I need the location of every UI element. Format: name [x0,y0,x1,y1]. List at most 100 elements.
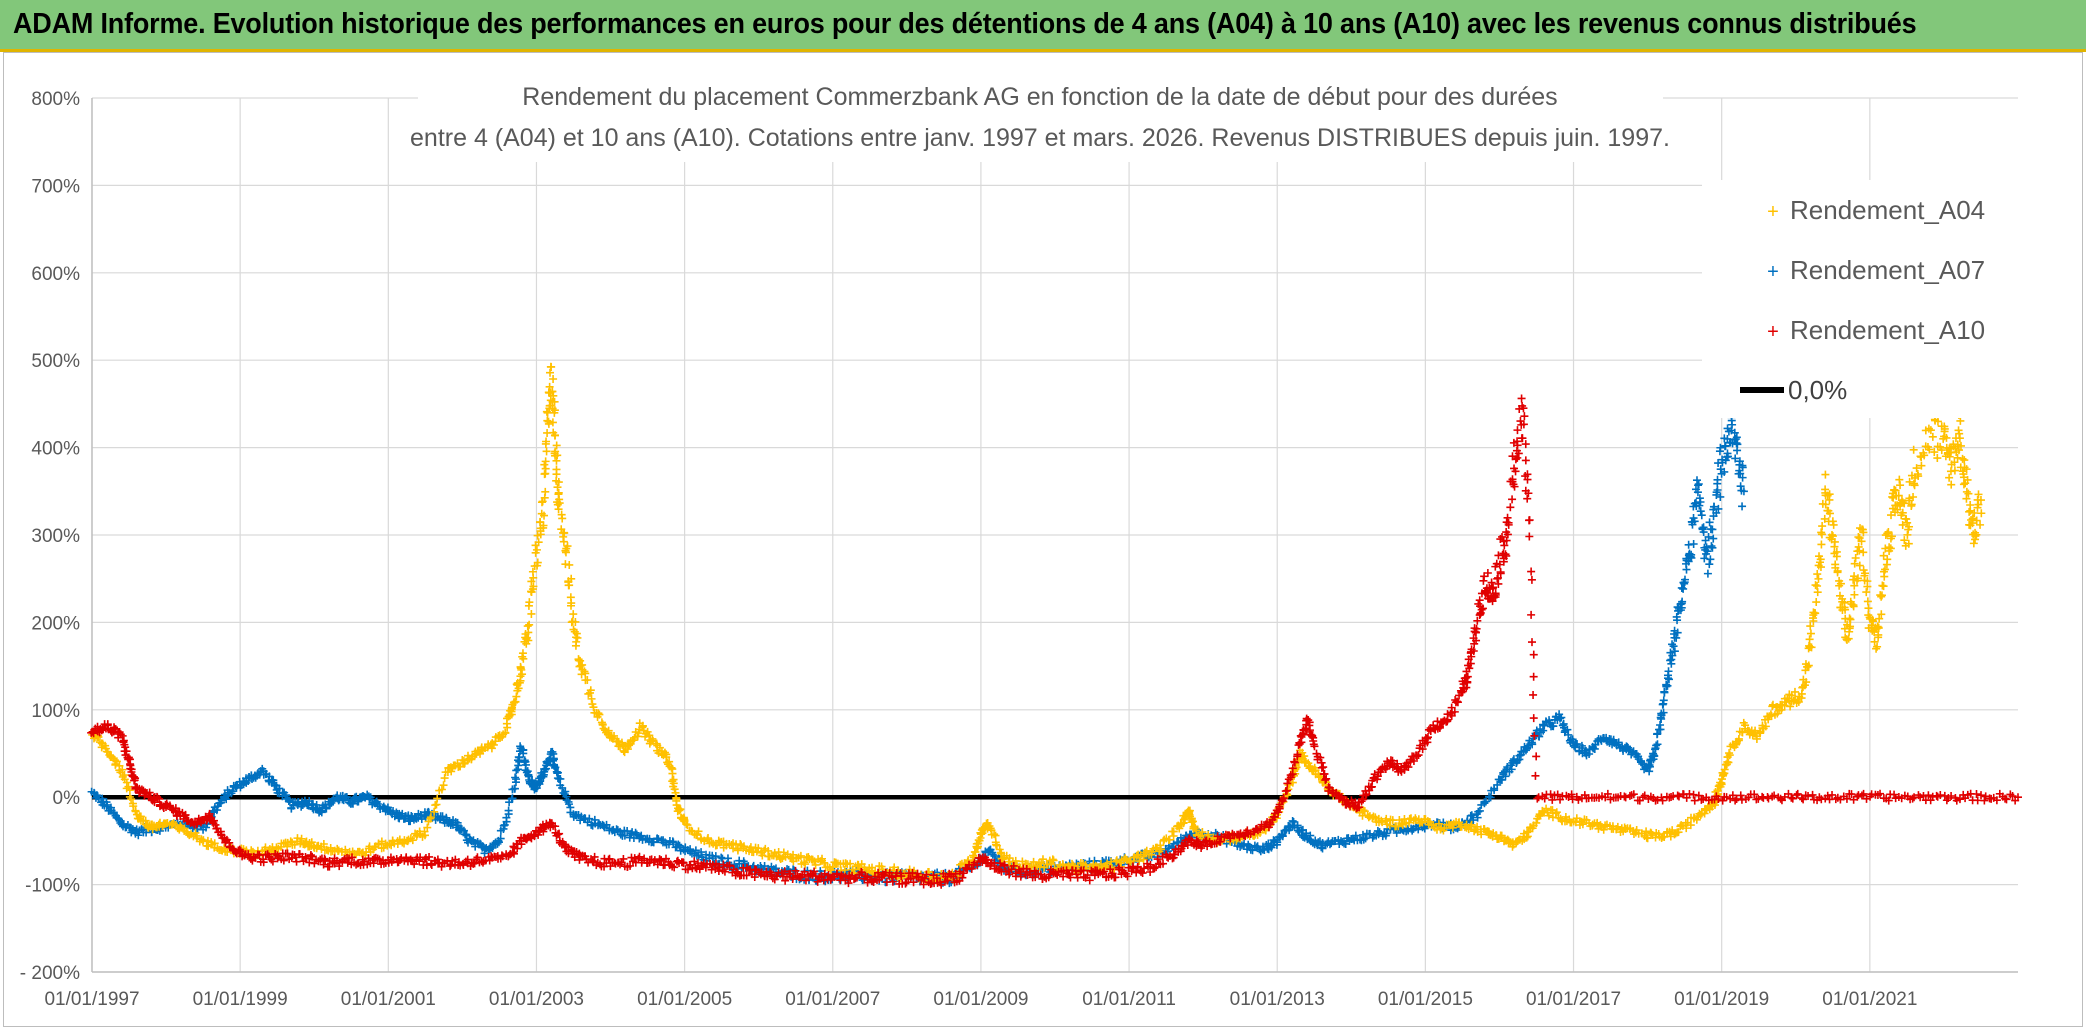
data-point [1679,584,1688,593]
data-point [1813,570,1822,579]
data-point [1813,588,1822,597]
data-point [1317,843,1326,852]
data-point [711,852,720,861]
y-tick-label: 500% [31,351,80,372]
data-point [1696,507,1705,516]
data-point [1966,501,1975,510]
data-point [1414,825,1423,834]
data-point [1481,797,1490,806]
data-point [1614,738,1623,747]
data-point [1705,560,1714,569]
data-point [1529,650,1538,659]
data-point [366,793,375,802]
data-point [1713,475,1722,484]
data-point [1515,751,1524,760]
data-point [521,757,530,766]
data-point [512,766,521,775]
data-point [1689,539,1698,548]
data-point [1532,752,1541,761]
data-point [569,610,578,619]
data-point [1673,791,1682,800]
data-point [549,756,558,765]
data-point [322,804,331,813]
data-point [1531,771,1540,780]
data-point [1956,416,1965,425]
data-point [668,769,677,778]
data-point [1817,540,1826,549]
data-point [1817,530,1826,539]
data-point [1527,575,1536,584]
data-point [1719,770,1728,779]
data-point [519,749,528,758]
data-point [988,850,997,859]
banner-title: ADAM Informe. Evolution historique des p… [13,8,1917,40]
x-tick-label: 01/01/2005 [637,989,732,1010]
data-point [1877,592,1886,601]
data-point [717,853,726,862]
data-point [134,831,143,840]
data-point [1534,793,1543,802]
data-point [674,840,683,849]
data-point [354,797,363,806]
data-point [1877,591,1886,600]
data-point [1467,811,1476,820]
data-point [283,849,292,858]
data-point [124,782,133,791]
data-point [1703,569,1712,578]
data-point [1248,846,1257,855]
data-point [1697,511,1706,520]
data-point [1821,470,1830,479]
data-point [566,593,575,602]
data-point [1818,522,1827,531]
data-point [1529,672,1538,681]
data-point [1525,516,1534,525]
data-point [1548,722,1557,731]
data-point [547,362,556,371]
data-point [1485,792,1493,801]
data-point [1486,793,1495,802]
data-point [511,773,520,782]
data-point [1277,830,1286,839]
data-point [1977,509,1986,518]
data-point [1909,445,1918,454]
data-point [576,816,585,825]
legend: + Rendement_A04 + Rendement_A07 + Rendem… [1702,180,2020,418]
data-point [1408,826,1417,835]
data-point [1965,507,1974,516]
data-point [1883,555,1892,564]
data-point [572,637,581,646]
data-point [552,441,561,450]
data-point [528,567,537,576]
data-point [562,792,571,801]
data-point [1375,828,1384,837]
data-point [551,763,560,772]
data-point [1652,741,1661,750]
data-point [594,709,603,718]
data-point [637,831,646,840]
legend-marker-a07: + [1767,261,1779,283]
data-point [1909,493,1918,502]
data-point [1361,834,1370,843]
data-point [1521,456,1530,465]
data-point [552,465,561,474]
data-point [1517,394,1526,403]
x-tick-label: 01/01/2007 [785,989,880,1010]
report-banner: ADAM Informe. Evolution historique des p… [0,0,2086,52]
legend-label-a04: Rendement_A04 [1790,195,1985,225]
data-point [1964,489,1973,498]
data-point [616,830,625,839]
data-point [1932,791,1941,800]
x-tick-label: 01/01/2013 [1230,989,1325,1010]
data-point [1302,829,1311,838]
data-point [507,795,516,804]
data-point [631,828,640,837]
data-point [669,838,678,847]
data-point [1653,729,1662,738]
data-point [1709,534,1718,543]
x-tick-label: 01/01/2009 [933,989,1028,1010]
data-point [1650,752,1659,761]
x-tick-label: 01/01/1997 [44,989,139,1010]
data-point [1527,610,1536,619]
data-point [269,776,278,785]
